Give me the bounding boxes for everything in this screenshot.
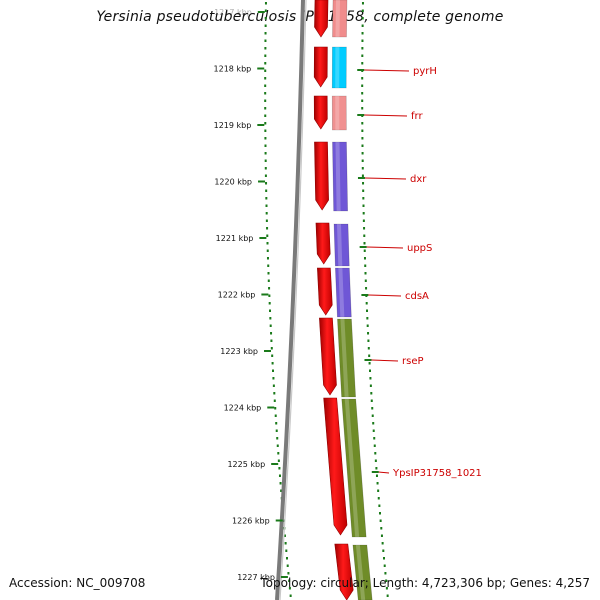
forward-gene-arrow <box>314 0 329 38</box>
kbp-label: 1226 kbp <box>232 517 270 526</box>
annotation-gene-block <box>341 398 367 538</box>
gene-label: pyrH <box>413 66 437 77</box>
forward-gene-arrow <box>314 141 329 211</box>
topology-label: Topology: circular; Length: 4,723,306 bp… <box>260 576 590 590</box>
kbp-label: 1218 kbp <box>214 65 252 74</box>
accession-label: Accession: NC_009708 <box>9 576 146 590</box>
kbp-label: 1223 kbp <box>220 347 258 356</box>
gene-label: frr <box>411 111 423 122</box>
annotation-gene-block <box>332 0 348 38</box>
forward-gene-arrow <box>317 267 333 316</box>
annotation-strand <box>331 0 373 600</box>
forward-gene-arrow <box>315 222 331 265</box>
gene-leader-line <box>364 69 410 72</box>
gene-labels: pyrH frr dxr uppS cdsA rseP YpsIP31758_1021 <box>357 66 482 479</box>
tick-rails <box>264 2 389 597</box>
annotation-gene-block <box>337 318 356 398</box>
gene-label: rseP <box>402 356 424 367</box>
kbp-scale: 1217 kbp 1218 kbp 1219 kbp 1220 kbp 1221 kbp… <box>214 8 288 582</box>
annotation-gene-block <box>352 544 373 600</box>
gene-label: uppS <box>407 243 432 254</box>
gene-leader-line <box>364 114 408 117</box>
annotation-gene-block <box>332 141 348 212</box>
forward-gene-arrow <box>319 317 337 396</box>
kbp-label: 1222 kbp <box>218 291 256 300</box>
kbp-label: 1221 kbp <box>216 234 254 243</box>
forward-gene-arrow <box>334 543 354 600</box>
genome-backbone <box>275 0 305 600</box>
map-title: Yersinia pseudotuberculosis IP 31758, co… <box>96 9 504 25</box>
annotation-gene-block <box>331 95 347 131</box>
annotation-gene-block <box>331 46 347 89</box>
forward-gene-arrow <box>313 46 328 88</box>
kbp-label: 1217 kbp <box>214 8 252 17</box>
gene-leader-line <box>364 177 407 180</box>
kbp-label: 1224 kbp <box>224 404 262 413</box>
gene-label: cdsA <box>405 291 429 302</box>
gene-leader-line <box>378 471 390 474</box>
kbp-label: 1225 kbp <box>227 460 265 469</box>
kbp-label: 1219 kbp <box>214 121 252 130</box>
kbp-label: 1227 kbp <box>237 573 275 582</box>
gene-label: dxr <box>410 174 427 185</box>
kbp-label: 1220 kbp <box>214 178 252 187</box>
gene-label: YpsIP31758_1021 <box>392 468 482 479</box>
gene-leader-line <box>371 359 399 362</box>
forward-gene-arrow <box>323 397 348 536</box>
forward-gene-arrow <box>313 95 328 130</box>
annotation-gene-block <box>333 223 350 267</box>
gene-leader-line <box>366 246 404 249</box>
gene-leader-line <box>368 294 402 297</box>
annotation-gene-block <box>335 267 352 318</box>
forward-strand <box>313 0 354 600</box>
